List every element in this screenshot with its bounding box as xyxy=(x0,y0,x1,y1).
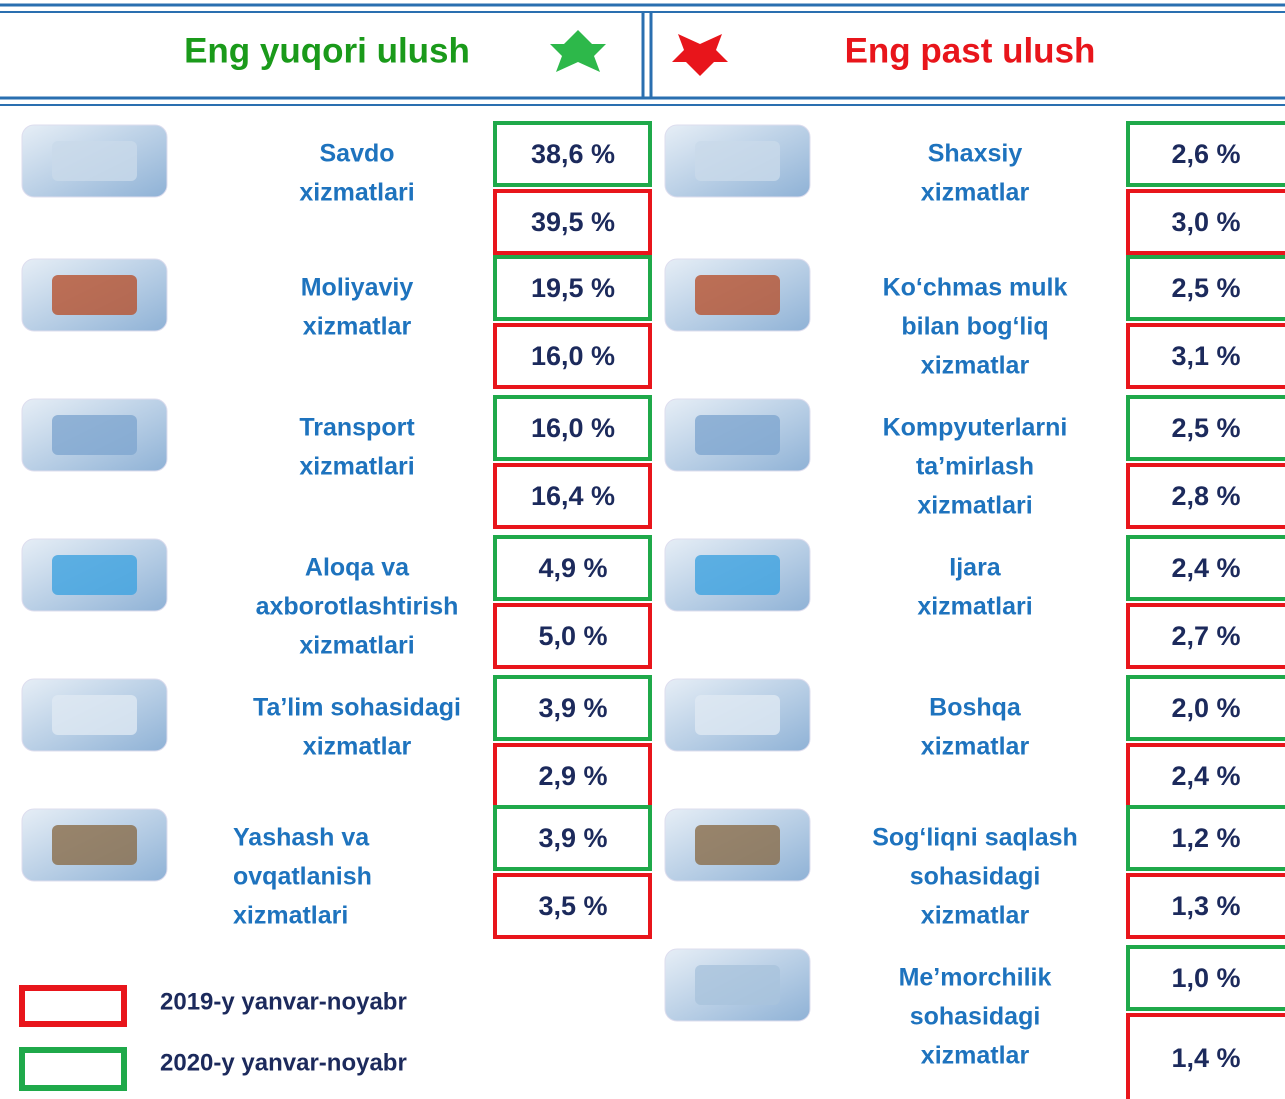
item-label: xizmatlar xyxy=(921,352,1030,380)
value-2020: 16,0 % xyxy=(531,413,615,443)
value-2019: 2,7 % xyxy=(1171,621,1240,651)
illustration-detail xyxy=(695,695,780,735)
illustration-detail xyxy=(695,141,780,181)
item-label: xizmatlar xyxy=(303,733,412,761)
value-2019: 39,5 % xyxy=(531,207,615,237)
item-label: xizmatlar xyxy=(921,902,1030,930)
item-label: Ijara xyxy=(949,554,1002,582)
infographic: Eng yuqori ulush Eng past ulush Savdo xiz… xyxy=(0,0,1285,1099)
value-2020: 1,2 % xyxy=(1171,823,1240,853)
item-label: Ko‘chmas mulk xyxy=(883,274,1068,302)
item-label: xizmatlari xyxy=(299,453,414,481)
item-label: xizmatlari xyxy=(917,593,1032,621)
item-label: Sog‘liqni saqlash xyxy=(872,824,1078,852)
item-label: Savdo xyxy=(319,140,394,168)
item-label: Me’morchilik xyxy=(899,964,1052,992)
item-label: Boshqa xyxy=(929,694,1022,722)
item-label: xizmatlar xyxy=(921,179,1030,207)
value-2020: 2,4 % xyxy=(1171,553,1240,583)
item-label: xizmatlari xyxy=(299,632,414,660)
item-label: xizmatlari xyxy=(917,492,1032,520)
item-label: bilan bog‘liq xyxy=(901,313,1048,341)
value-2020: 19,5 % xyxy=(531,273,615,303)
item-label: axborotlashtirish xyxy=(256,593,459,621)
illustration-detail xyxy=(52,825,137,865)
value-2020: 3,9 % xyxy=(538,823,607,853)
legend-red xyxy=(22,988,124,1024)
illustration-detail xyxy=(695,415,780,455)
item-label: sohasidagi xyxy=(910,863,1041,891)
value-2019: 16,0 % xyxy=(531,341,615,371)
left-title: Eng yuqori ulush xyxy=(184,31,470,70)
legend-green xyxy=(22,1050,124,1088)
value-2020: 4,9 % xyxy=(538,553,607,583)
item-label: xizmatlari xyxy=(233,902,348,930)
legend-red-label: 2019-y yanvar-noyabr xyxy=(160,988,407,1015)
value-2019: 2,8 % xyxy=(1171,481,1240,511)
item-label: ta’mirlash xyxy=(916,453,1034,481)
item-label: Kompyuterlarni xyxy=(883,414,1068,442)
illustration-detail xyxy=(695,965,780,1005)
illustration-detail xyxy=(52,415,137,455)
value-2020: 2,0 % xyxy=(1171,693,1240,723)
value-2019: 1,3 % xyxy=(1171,891,1240,921)
item-label: Shaxsiy xyxy=(928,140,1023,168)
value-2019: 3,5 % xyxy=(538,891,607,921)
value-2020: 2,6 % xyxy=(1171,139,1240,169)
item-label: xizmatlar xyxy=(921,733,1030,761)
value-2019: 2,9 % xyxy=(538,761,607,791)
illustration-detail xyxy=(52,141,137,181)
item-label: Ta’lim sohasidagi xyxy=(253,694,461,722)
item-label: xizmatlari xyxy=(299,179,414,207)
item-label: Yashash va xyxy=(233,824,370,852)
right-title: Eng past ulush xyxy=(845,31,1096,70)
value-2020: 38,6 % xyxy=(531,139,615,169)
illustration-detail xyxy=(52,695,137,735)
illustration-detail xyxy=(695,555,780,595)
value-2019: 3,1 % xyxy=(1171,341,1240,371)
illustration-detail xyxy=(52,275,137,315)
value-2019: 3,0 % xyxy=(1171,207,1240,237)
item-label: Transport xyxy=(299,414,415,442)
value-2019: 1,4 % xyxy=(1171,1043,1240,1073)
value-2019: 2,4 % xyxy=(1171,761,1240,791)
value-2020: 1,0 % xyxy=(1171,963,1240,993)
item-label: ovqatlanish xyxy=(233,863,372,891)
illustration-detail xyxy=(695,825,780,865)
down-icon xyxy=(672,34,728,76)
illustration-detail xyxy=(695,275,780,315)
item-label: xizmatlar xyxy=(921,1042,1030,1070)
value-2020: 2,5 % xyxy=(1171,273,1240,303)
item-label: Moliyaviy xyxy=(301,274,414,302)
illustration-detail xyxy=(52,555,137,595)
legend-green-label: 2020-y yanvar-noyabr xyxy=(160,1049,407,1076)
value-2019: 16,4 % xyxy=(531,481,615,511)
value-2020: 2,5 % xyxy=(1171,413,1240,443)
item-label: sohasidagi xyxy=(910,1003,1041,1031)
value-2019: 5,0 % xyxy=(538,621,607,651)
item-label: Aloqa va xyxy=(305,554,410,582)
up-icon xyxy=(550,30,606,72)
item-label: xizmatlar xyxy=(303,313,412,341)
value-2020: 3,9 % xyxy=(538,693,607,723)
